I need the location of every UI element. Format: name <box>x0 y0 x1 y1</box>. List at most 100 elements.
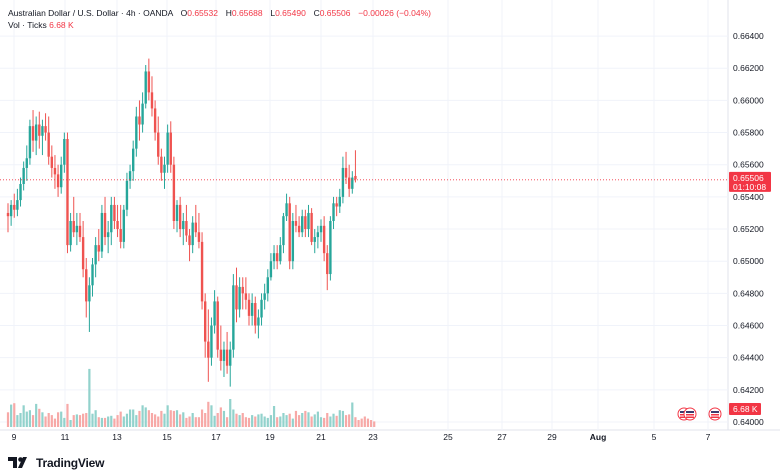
candle-body <box>53 167 57 175</box>
candle-body <box>31 126 35 141</box>
volume-bar <box>82 413 85 427</box>
candle-body <box>60 164 63 188</box>
candle-body <box>282 216 285 246</box>
candle-body <box>229 349 232 366</box>
volume-bar <box>144 407 147 427</box>
flag-stripe-icon <box>711 414 719 416</box>
candle-body <box>175 204 179 221</box>
volume-bar <box>288 413 291 427</box>
price-tick-label: 0.66000 <box>733 95 764 105</box>
time-tick-label: 9 <box>12 432 17 442</box>
volume-bar <box>38 408 41 427</box>
volume-label[interactable]: Vol · Ticks <box>8 20 47 30</box>
volume-bar <box>188 416 191 427</box>
volume-bar <box>247 417 251 427</box>
volume-bar <box>332 413 335 427</box>
candle-body <box>113 204 116 221</box>
volume-bar <box>194 417 197 427</box>
volume-bar <box>323 417 326 427</box>
volume-bar <box>157 416 160 427</box>
candle-body <box>266 277 269 294</box>
candle-body <box>63 138 66 165</box>
candle-body <box>160 156 163 173</box>
candle-body <box>153 108 157 133</box>
candle-body <box>81 237 85 270</box>
volume-bar <box>297 415 301 427</box>
volume-bar <box>41 412 44 427</box>
volume-bar <box>276 417 279 427</box>
candle-body <box>344 167 348 178</box>
symbol-title[interactable]: Australian Dollar / U.S. Dollar · 4h · O… <box>8 8 173 18</box>
candle-body <box>125 180 129 210</box>
candle-body <box>285 203 288 217</box>
candle-body <box>91 264 94 286</box>
volume-bar <box>6 412 10 427</box>
price-tick-label: 0.65400 <box>733 192 764 202</box>
volume-bar <box>241 413 244 427</box>
candlesticks <box>6 58 357 387</box>
volume-bar <box>94 410 97 427</box>
time-tick-label: 17 <box>211 432 221 442</box>
candle-body <box>141 103 144 125</box>
volume-bar <box>260 413 263 427</box>
price-axis[interactable]: 0.66400 0.66200 0.66000 0.65800 0.65600 0.654… <box>733 31 764 427</box>
candle-body <box>313 237 316 242</box>
volume-bar <box>197 417 201 427</box>
candle-body <box>41 126 44 136</box>
volume-bar <box>341 410 345 427</box>
volume-bar <box>185 417 188 427</box>
volume-bar <box>60 411 63 427</box>
candle-body <box>128 171 132 181</box>
candle-body <box>135 116 138 149</box>
candle-body <box>225 349 229 366</box>
candle-body <box>244 293 248 300</box>
candle-body <box>279 245 282 262</box>
candle-body <box>185 221 188 236</box>
volume-bar <box>69 420 72 427</box>
candle-body <box>44 126 47 133</box>
volume-bar <box>272 406 276 427</box>
volume-bar <box>222 410 226 427</box>
volume-bar <box>100 417 103 427</box>
tradingview-logo[interactable]: TradingView <box>8 455 104 471</box>
candle-body <box>66 138 69 246</box>
candle-body <box>106 232 110 238</box>
volume-bar <box>72 415 75 427</box>
candle-body <box>157 132 160 157</box>
candle-body <box>219 349 223 361</box>
volume-bar <box>226 417 229 427</box>
time-tick-label: 27 <box>497 432 507 442</box>
time-axis[interactable]: 9 11 13 15 17 19 21 23 25 27 29 Aug 5 7 <box>12 432 711 442</box>
volume-bar <box>125 413 129 427</box>
candle-body <box>301 216 304 233</box>
time-tick-label: 5 <box>652 432 657 442</box>
volume-bar <box>35 403 38 427</box>
candle-body <box>163 164 166 173</box>
close-label: C <box>313 8 320 18</box>
volume-bar <box>301 413 304 427</box>
candle-body <box>100 212 104 252</box>
candle-body <box>38 124 41 136</box>
candle-body <box>88 285 91 302</box>
candle-body <box>178 204 182 230</box>
candle-body <box>182 221 185 230</box>
candle-body <box>297 225 301 233</box>
candle-body <box>263 293 266 300</box>
volume-bar <box>263 416 266 427</box>
volume-bar <box>97 417 100 427</box>
candle-body <box>47 132 50 157</box>
candle-body <box>147 71 151 93</box>
candle-body <box>94 245 97 265</box>
volume-bar <box>354 417 357 427</box>
candle-body <box>288 203 291 262</box>
volume-bar <box>294 410 298 427</box>
volume-bar <box>78 415 82 427</box>
volume-bar <box>238 415 241 427</box>
volume-bar <box>28 410 32 427</box>
volume-bar <box>128 409 132 427</box>
price-tick-label: 0.66400 <box>733 31 764 41</box>
candle-body <box>6 212 10 217</box>
volume-bar <box>360 418 363 427</box>
